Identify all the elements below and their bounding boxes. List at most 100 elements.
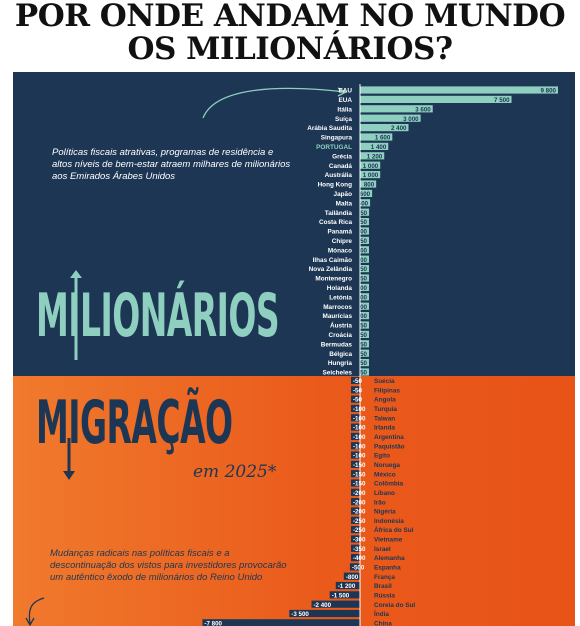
value-label-bottom: -50 <box>353 378 363 385</box>
bar-top <box>360 274 369 282</box>
bar-top <box>360 124 409 132</box>
value-label-bottom: -100 <box>353 425 366 432</box>
bar-bottom <box>351 376 360 385</box>
country-label-bottom: Indonésia <box>374 518 404 525</box>
country-label-bottom: Coreia do Sul <box>374 602 415 609</box>
bar-top <box>360 199 371 207</box>
value-label-bottom: -2 400 <box>314 602 332 609</box>
value-label-bottom: -1 500 <box>332 592 350 599</box>
bar-top <box>360 340 369 348</box>
value-label-top: 50 <box>360 351 367 358</box>
value-label-top: 1 600 <box>375 135 391 142</box>
bar-bottom <box>289 609 360 618</box>
bar-top <box>360 265 369 273</box>
country-label-bottom: Vietname <box>374 537 403 544</box>
value-label-bottom: -100 <box>353 443 366 450</box>
value-label-top: 150 <box>357 276 368 283</box>
bar-top <box>360 105 433 113</box>
curved-arrow-icon <box>202 87 348 119</box>
value-label-top: 600 <box>360 191 371 198</box>
bar-bottom <box>351 498 360 506</box>
value-label-bottom: -50 <box>353 397 363 404</box>
value-label-bottom: -300 <box>353 537 366 544</box>
bar-top <box>360 368 369 376</box>
country-label-bottom: Brasil <box>374 583 392 590</box>
bar-top <box>360 227 369 235</box>
country-label-top: Itália <box>337 106 352 113</box>
value-label-bottom: -100 <box>353 434 366 441</box>
bar-top <box>360 349 369 357</box>
country-label-top: Canadá <box>329 163 353 170</box>
millionaires-panel <box>13 72 575 376</box>
value-label-bottom: -7 800 <box>204 620 222 626</box>
value-label-top: 800 <box>364 182 375 189</box>
value-label-top: 3 000 <box>403 116 419 123</box>
country-label-bottom: Angola <box>374 397 396 404</box>
arrow-up-icon <box>70 270 82 360</box>
value-label-top: 100 <box>357 285 368 292</box>
country-label-top: Suíça <box>335 116 352 123</box>
country-label-top: PORTUGAL <box>316 144 352 151</box>
country-label-top: Chipre <box>332 238 353 245</box>
value-label-top: 9 800 <box>541 88 557 95</box>
curved-arrow-icon <box>25 597 45 626</box>
bar-bottom <box>351 460 360 468</box>
bar-bottom <box>351 535 360 543</box>
country-label-top: Costa Rica <box>319 219 352 226</box>
value-label-top: 100 <box>357 294 368 301</box>
country-label-top: Croácia <box>329 332 353 339</box>
bar-bottom <box>351 442 360 450</box>
value-label-top: 1 200 <box>367 153 383 160</box>
country-label-top: Mónaco <box>328 247 352 254</box>
value-label-bottom: -1 200 <box>338 583 356 590</box>
bar-bottom <box>351 516 360 524</box>
bar-bottom <box>351 507 360 515</box>
value-label-top: 50 <box>360 323 367 330</box>
value-label-bottom: -3 500 <box>291 611 309 618</box>
country-label-top: Malta <box>336 200 353 207</box>
value-label-top: 300 <box>357 229 368 236</box>
bar-bottom <box>351 544 360 552</box>
value-label-bottom: -250 <box>353 518 366 525</box>
value-label-bottom: -100 <box>353 406 366 413</box>
value-label-bottom: -50 <box>353 387 363 394</box>
migration-note: Mudanças radicais nas políticas fiscais … <box>50 548 287 583</box>
bar-top <box>360 208 370 216</box>
value-label-bottom: -150 <box>353 471 366 478</box>
bar-bottom <box>202 619 360 626</box>
bar-top <box>360 152 385 160</box>
bar-top <box>360 246 369 254</box>
country-label-bottom: Irão <box>374 499 386 506</box>
country-label-top: Japão <box>334 191 353 198</box>
country-label-top: EAU <box>339 88 353 95</box>
country-label-top: Bélgica <box>329 351 352 358</box>
value-label-top: 150 <box>357 266 368 273</box>
country-label-top: Nova Zelândia <box>309 266 353 273</box>
country-label-bottom: Líbano <box>374 490 395 497</box>
bar-top <box>360 86 558 94</box>
value-label-bottom: -800 <box>346 574 359 581</box>
country-label-bottom: Paquistão <box>374 443 405 450</box>
value-label-top: 50 <box>360 370 367 377</box>
country-label-bottom: Egito <box>374 453 390 460</box>
country-label-bottom: Argentina <box>374 434 404 441</box>
bar-bottom <box>343 572 360 580</box>
year-label: em 2025* <box>193 462 277 482</box>
bar-top <box>360 161 381 169</box>
country-label-bottom: Alemanha <box>374 555 405 562</box>
value-label-top: 2 400 <box>391 125 407 132</box>
bar-top <box>360 95 512 103</box>
value-label-bottom: -100 <box>353 415 366 422</box>
bar-bottom <box>351 414 360 422</box>
arrow-down-icon <box>63 438 75 480</box>
country-label-top: Áustria <box>330 321 352 330</box>
value-label-top: 1 400 <box>371 144 387 151</box>
country-label-top: Letónia <box>329 294 352 301</box>
bar-bottom <box>311 600 360 608</box>
value-label-top: 50 <box>360 341 367 348</box>
value-label-top: 1 000 <box>363 163 379 170</box>
bar-bottom <box>351 451 360 459</box>
bar-top <box>360 218 369 226</box>
value-label-bottom: -200 <box>353 509 366 516</box>
